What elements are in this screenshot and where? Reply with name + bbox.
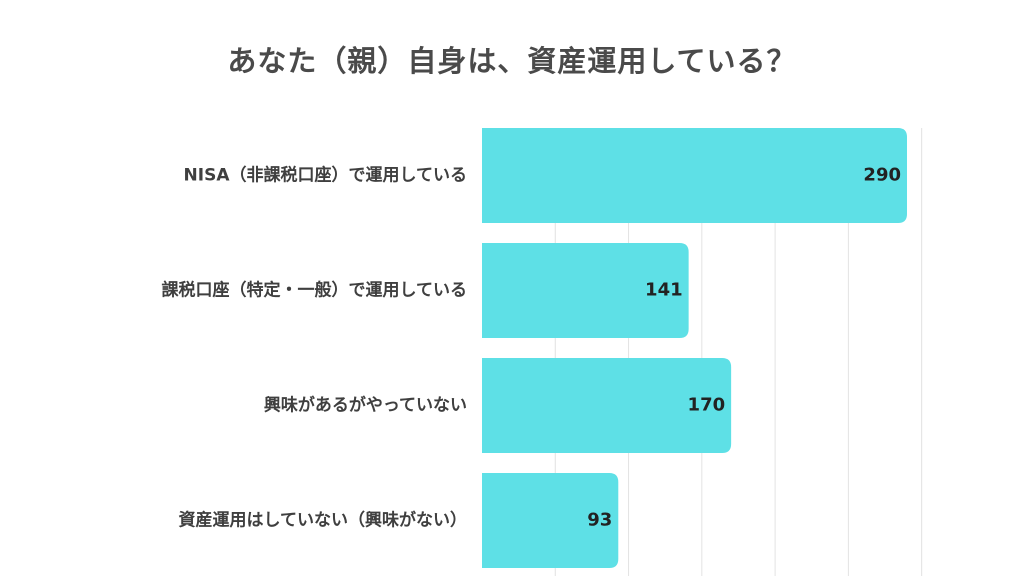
category-labels: NISA（非課税口座）で運用している課税口座（特定・一般）で運用している興味があ… bbox=[162, 165, 468, 531]
value-label: 290 bbox=[863, 165, 901, 186]
category-label: NISA（非課税口座）で運用している bbox=[184, 165, 467, 186]
value-label: 93 bbox=[587, 510, 612, 531]
category-label: 興味があるがやっていない bbox=[264, 395, 467, 416]
value-label: 141 bbox=[645, 280, 683, 301]
chart-title: あなた（親）自身は、資産運用している？ bbox=[227, 44, 797, 78]
bars bbox=[482, 128, 907, 568]
value-label: 170 bbox=[688, 395, 726, 416]
category-label: 課税口座（特定・一般）で運用している bbox=[162, 280, 468, 301]
value-labels: 290 141 170 93 bbox=[587, 165, 901, 531]
bar bbox=[482, 243, 689, 338]
bar bbox=[482, 358, 732, 453]
bar bbox=[482, 128, 907, 223]
bar bbox=[482, 473, 619, 568]
category-label: 資産運用はしていない（興味がない） bbox=[179, 510, 468, 531]
